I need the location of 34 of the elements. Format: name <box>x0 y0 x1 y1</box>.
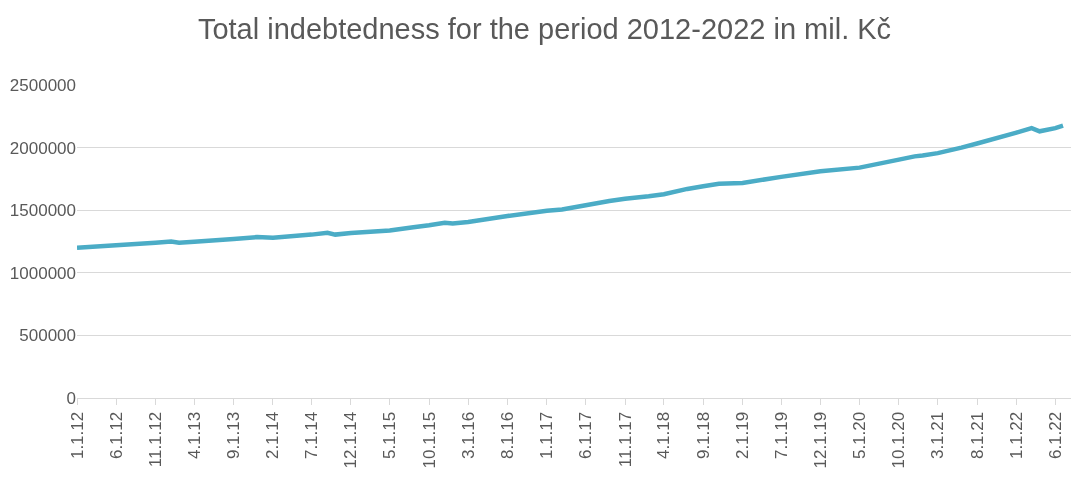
x-tick-label: 1.1.17 <box>537 411 557 460</box>
x-tick-label: 8.1.21 <box>967 411 987 460</box>
x-tick-label: 2.1.14 <box>263 411 283 460</box>
x-tick-label: 6.1.12 <box>106 411 126 460</box>
y-tick-label: 2500000 <box>9 75 76 95</box>
x-tick-label: 11.1.17 <box>615 411 635 468</box>
x-tick-label: 4.1.18 <box>654 411 674 460</box>
x-tick-label: 1.1.12 <box>67 411 87 460</box>
x-tick-label: 10.1.15 <box>419 411 439 469</box>
x-tick-label: 1.1.22 <box>1007 411 1027 460</box>
x-tick-label: 12.1.14 <box>341 411 361 469</box>
x-tick-label: 9.1.18 <box>693 411 713 460</box>
x-tick-label: 11.1.12 <box>145 411 165 468</box>
x-tick-label: 2.1.19 <box>733 411 753 460</box>
chart-title: Total indebtedness for the period 2012-2022 in mil. Kč <box>197 13 892 46</box>
x-tick-label: 5.1.15 <box>380 411 400 460</box>
x-tick-label: 10.1.20 <box>889 411 909 469</box>
x-tick-label: 6.1.17 <box>576 411 596 460</box>
x-tick-label: 6.1.22 <box>1045 411 1065 460</box>
x-tick-label: 3.1.21 <box>928 411 948 460</box>
line-series <box>77 123 1066 251</box>
x-tick-label: 3.1.16 <box>458 411 478 460</box>
x-tick-label: 5.1.20 <box>850 411 870 460</box>
y-tick-label: 500000 <box>19 326 76 346</box>
x-tick-label: 7.1.19 <box>771 411 791 460</box>
y-tick-label: 0 <box>66 388 76 408</box>
x-tick-label: 4.1.13 <box>184 411 204 460</box>
x-tick-label: 7.1.14 <box>302 411 322 460</box>
y-tick-label: 1000000 <box>9 263 76 283</box>
x-tick-label: 8.1.16 <box>498 411 518 460</box>
y-tick-label: 1500000 <box>9 201 76 221</box>
y-tick-label: 2000000 <box>9 138 76 158</box>
x-tick-label: 9.1.13 <box>224 411 244 460</box>
x-tick-label: 12.1.19 <box>811 411 831 469</box>
